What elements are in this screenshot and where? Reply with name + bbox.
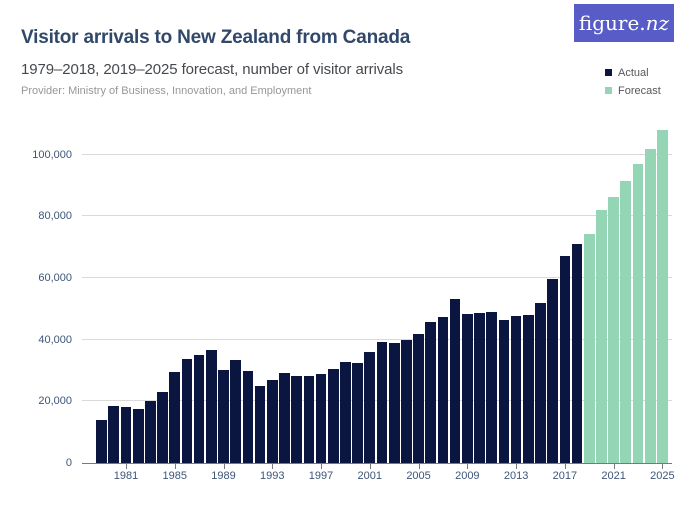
x-axis-tick-2025 bbox=[662, 464, 664, 469]
y-axis-label-100000: 100,000 bbox=[32, 148, 72, 161]
bar-1986[interactable] bbox=[181, 359, 193, 463]
bar-1980[interactable] bbox=[108, 406, 120, 463]
gridline-80000 bbox=[82, 215, 672, 217]
x-axis-label-1981: 1981 bbox=[113, 470, 139, 482]
legend-item-forecast: Forecast bbox=[605, 84, 661, 97]
bar-1992[interactable] bbox=[254, 386, 266, 463]
bar-1988[interactable] bbox=[205, 350, 217, 463]
legend-label-forecast: Forecast bbox=[618, 84, 661, 97]
x-axis-tick-2017 bbox=[564, 464, 566, 469]
bar-2012[interactable] bbox=[498, 320, 510, 463]
bar-2018[interactable] bbox=[571, 244, 583, 463]
y-axis-label-60000: 60,000 bbox=[38, 271, 72, 284]
bar-2024[interactable] bbox=[644, 149, 656, 463]
x-axis-label-2021: 2021 bbox=[601, 470, 626, 482]
bar-1997[interactable] bbox=[315, 374, 327, 463]
bar-2025[interactable] bbox=[657, 130, 668, 463]
x-axis-tick-1985 bbox=[174, 464, 176, 469]
bar-2004[interactable] bbox=[401, 340, 412, 463]
bar-2016[interactable] bbox=[547, 279, 559, 463]
bar-2007[interactable] bbox=[437, 317, 449, 463]
x-axis-label-1985: 1985 bbox=[162, 470, 187, 482]
bar-1998[interactable] bbox=[327, 369, 339, 463]
legend-item-actual: Actual bbox=[605, 66, 661, 79]
bar-1979[interactable] bbox=[96, 420, 107, 463]
page-title: Visitor arrivals to New Zealand from Can… bbox=[21, 27, 411, 48]
bar-1989[interactable] bbox=[218, 370, 229, 463]
x-axis-label-2017: 2017 bbox=[552, 470, 578, 482]
logo-text-accent: nz bbox=[645, 11, 670, 35]
bar-2003[interactable] bbox=[388, 343, 400, 463]
bar-1984[interactable] bbox=[157, 392, 168, 463]
bar-2019[interactable] bbox=[583, 234, 595, 463]
bar-2021[interactable] bbox=[608, 197, 619, 463]
legend-swatch-forecast-icon bbox=[605, 87, 612, 94]
bar-1999[interactable] bbox=[340, 362, 351, 463]
provider-text: Provider: Ministry of Business, Innovati… bbox=[21, 85, 312, 97]
logo-text: figure. bbox=[578, 11, 646, 35]
x-axis-label-1997: 1997 bbox=[308, 470, 334, 482]
plot-area bbox=[82, 129, 672, 464]
x-axis-label-2025: 2025 bbox=[650, 470, 675, 482]
y-axis-label-20000: 20,000 bbox=[38, 395, 72, 408]
x-axis-tick-2005 bbox=[418, 464, 420, 469]
bar-2008[interactable] bbox=[449, 299, 461, 463]
x-axis-tick-2001 bbox=[369, 464, 371, 469]
bar-2005[interactable] bbox=[413, 334, 424, 463]
x-axis-tick-1997 bbox=[321, 464, 323, 469]
legend-label-actual: Actual bbox=[618, 66, 649, 79]
x-axis-tick-2009 bbox=[467, 464, 469, 469]
bar-1991[interactable] bbox=[242, 371, 254, 463]
y-axis-label-0: 0 bbox=[65, 457, 72, 469]
gridline-60000 bbox=[82, 276, 672, 278]
x-axis-label-2005: 2005 bbox=[406, 470, 431, 482]
bar-1993[interactable] bbox=[266, 380, 278, 463]
bar-2017[interactable] bbox=[559, 256, 571, 463]
bar-1985[interactable] bbox=[169, 372, 181, 463]
figure-nz-logo[interactable]: figure. nz bbox=[574, 4, 674, 42]
bar-2011[interactable] bbox=[486, 312, 498, 463]
gridline-100000 bbox=[82, 153, 672, 155]
x-axis-line bbox=[82, 463, 672, 464]
bar-1981[interactable] bbox=[120, 407, 132, 463]
bar-2010[interactable] bbox=[474, 313, 485, 463]
bar-1995[interactable] bbox=[291, 376, 302, 463]
bar-1982[interactable] bbox=[132, 409, 144, 463]
legend: Actual Forecast bbox=[605, 66, 661, 102]
x-axis-label-2013: 2013 bbox=[503, 470, 529, 482]
bar-1987[interactable] bbox=[193, 355, 205, 463]
bar-2009[interactable] bbox=[461, 314, 473, 463]
bar-2013[interactable] bbox=[510, 316, 522, 463]
bar-2000[interactable] bbox=[352, 363, 363, 463]
y-axis-label-80000: 80,000 bbox=[38, 210, 72, 223]
x-axis-label-1989: 1989 bbox=[211, 470, 236, 482]
x-axis-label-2009: 2009 bbox=[455, 470, 480, 482]
x-axis-tick-1993 bbox=[272, 464, 274, 469]
x-axis-tick-1989 bbox=[223, 464, 225, 469]
bar-1990[interactable] bbox=[230, 360, 242, 463]
bar-2002[interactable] bbox=[376, 342, 388, 463]
legend-swatch-actual-icon bbox=[605, 69, 612, 76]
x-axis-label-1993: 1993 bbox=[260, 470, 285, 482]
bar-2022[interactable] bbox=[620, 181, 632, 463]
bar-2014[interactable] bbox=[522, 315, 534, 463]
bar-2023[interactable] bbox=[632, 164, 644, 463]
x-axis-tick-2013 bbox=[516, 464, 518, 469]
bar-2015[interactable] bbox=[535, 303, 546, 463]
x-axis-tick-1981 bbox=[125, 464, 127, 469]
gridline-40000 bbox=[82, 338, 672, 340]
bar-2001[interactable] bbox=[364, 352, 376, 463]
x-axis-tick-2021 bbox=[613, 464, 615, 469]
bar-2020[interactable] bbox=[596, 210, 607, 463]
y-axis-label-40000: 40,000 bbox=[38, 333, 72, 346]
bar-2006[interactable] bbox=[425, 322, 437, 463]
page-subtitle: 1979–2018, 2019–2025 forecast, number of… bbox=[21, 61, 404, 78]
x-axis-label-2001: 2001 bbox=[357, 470, 383, 482]
bar-1983[interactable] bbox=[145, 401, 156, 463]
bar-1996[interactable] bbox=[303, 376, 315, 463]
bar-1994[interactable] bbox=[279, 373, 290, 463]
